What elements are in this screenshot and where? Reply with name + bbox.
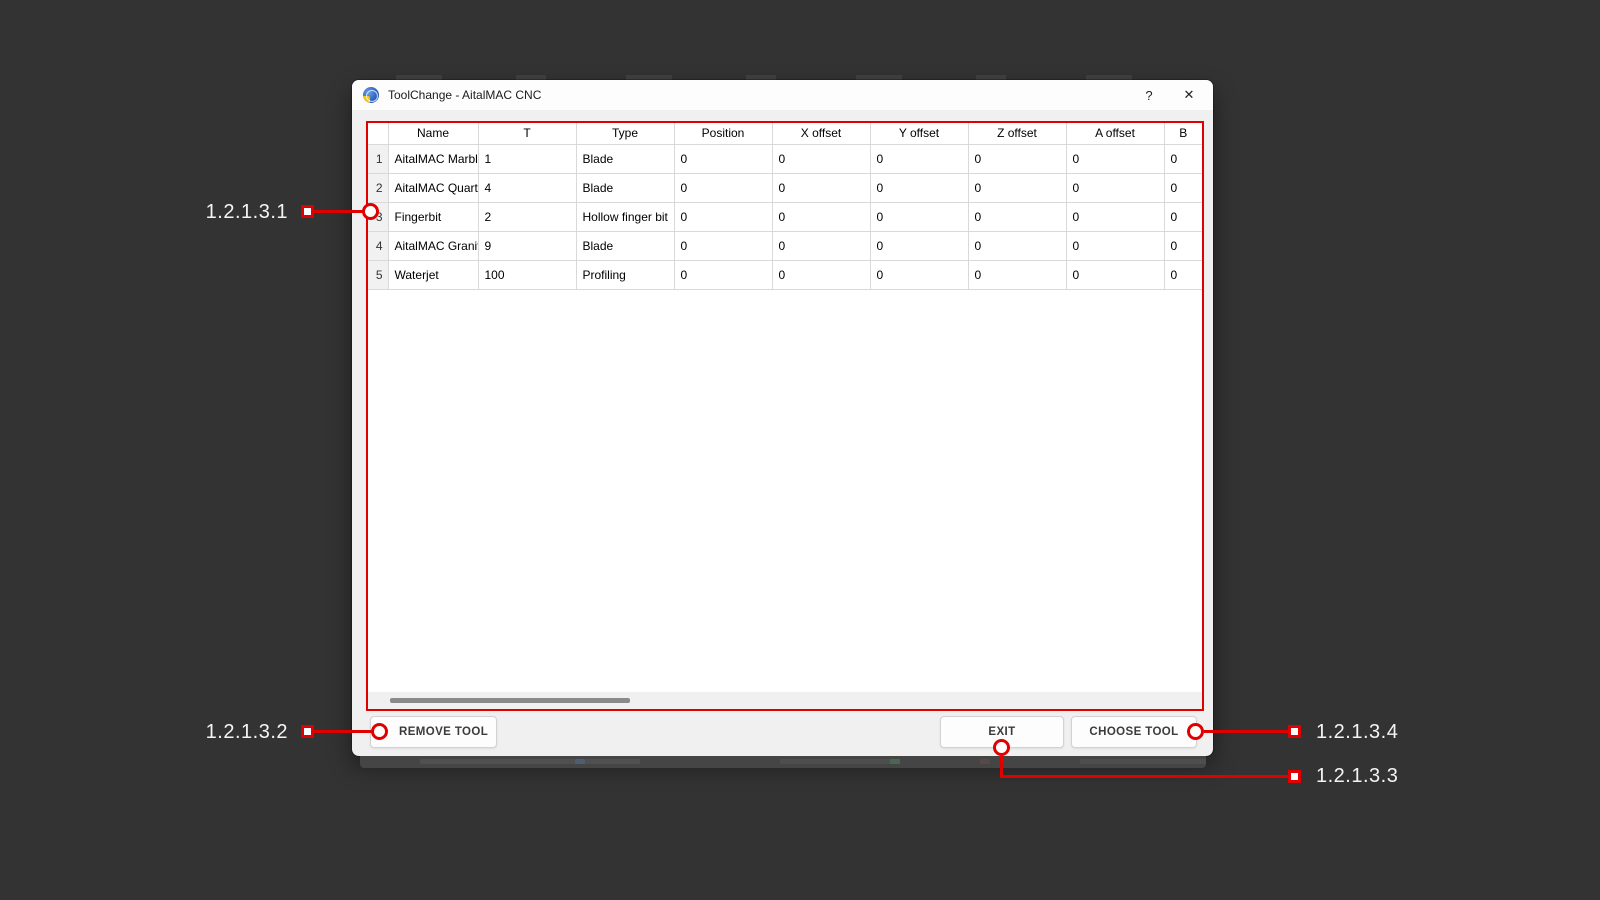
cell-b-offset: 0 [1164, 202, 1202, 232]
cell-position: 0 [674, 173, 773, 203]
cell-x-offset: 0 [772, 231, 871, 261]
annotation-connector-line [1204, 730, 1288, 733]
cell-b-offset: 0 [1164, 173, 1202, 203]
annotation-label-choose-tool: 1.2.1.3.4 [1316, 721, 1399, 743]
cell-name: Fingerbit [388, 202, 479, 232]
cell-name: AitalMAC Marble [388, 144, 479, 174]
cell-b-offset: 0 [1164, 231, 1202, 261]
annotation-connector-line [314, 210, 365, 213]
annotation-circle-anchor [362, 203, 379, 220]
globe-app-icon [363, 87, 379, 103]
remove-tool-button[interactable]: REMOVE TOOL [370, 716, 497, 748]
tool-table-annotation-box: Name T Type Position X offset Y offset Z… [366, 121, 1204, 711]
table-row[interactable]: 2 AitalMAC Quartz 4 Blade 0 0 0 0 0 0 [368, 173, 1202, 203]
cell-type: Blade [576, 231, 675, 261]
annotation-label-remove-tool: 1.2.1.3.2 [205, 721, 288, 743]
cell-type: Profiling [576, 260, 675, 290]
row-number: 5 [368, 260, 389, 290]
row-number: 1 [368, 144, 389, 174]
annotation-square-marker [1288, 770, 1301, 783]
row-number: 4 [368, 231, 389, 261]
table-row[interactable]: 4 AitalMAC Granite 9 Blade 0 0 0 0 0 0 [368, 231, 1202, 261]
cell-t: 9 [478, 231, 577, 261]
cell-a-offset: 0 [1066, 144, 1165, 174]
column-header-y-offset: Y offset [870, 123, 969, 145]
cell-x-offset: 0 [772, 260, 871, 290]
toolchange-dialog: ToolChange - AitalMAC CNC ? ✕ Name T Typ… [352, 80, 1213, 756]
annotation-label-exit: 1.2.1.3.3 [1316, 765, 1399, 787]
cell-a-offset: 0 [1066, 202, 1165, 232]
cell-name: Waterjet [388, 260, 479, 290]
cell-y-offset: 0 [870, 231, 969, 261]
cell-a-offset: 0 [1066, 173, 1165, 203]
header-corner-cell [368, 123, 389, 145]
cell-a-offset: 0 [1066, 231, 1165, 261]
cell-t: 2 [478, 202, 577, 232]
cell-type: Blade [576, 144, 675, 174]
cell-position: 0 [674, 260, 773, 290]
cell-t: 1 [478, 144, 577, 174]
help-button[interactable]: ? [1129, 80, 1169, 110]
titlebar: ToolChange - AitalMAC CNC ? ✕ [352, 80, 1213, 110]
cell-x-offset: 0 [772, 173, 871, 203]
annotation-connector-line [1000, 756, 1003, 777]
cell-a-offset: 0 [1066, 260, 1165, 290]
annotation-square-marker [301, 725, 314, 738]
annotation-label-table: 1.2.1.3.1 [205, 201, 288, 223]
table-row[interactable]: 1 AitalMAC Marble 1 Blade 0 0 0 0 0 0 [368, 144, 1202, 174]
cell-type: Hollow finger bit [576, 202, 675, 232]
cell-position: 0 [674, 202, 773, 232]
tool-table: Name T Type Position X offset Y offset Z… [368, 123, 1202, 290]
annotation-circle-anchor [371, 723, 388, 740]
close-button[interactable]: ✕ [1169, 80, 1209, 110]
cell-y-offset: 0 [870, 144, 969, 174]
annotation-connector-line [314, 730, 380, 733]
cell-z-offset: 0 [968, 260, 1067, 290]
cell-z-offset: 0 [968, 202, 1067, 232]
column-header-x-offset: X offset [772, 123, 871, 145]
column-header-position: Position [674, 123, 773, 145]
cell-t: 100 [478, 260, 577, 290]
annotation-connector-line [1000, 775, 1288, 778]
cell-name: AitalMAC Granite [388, 231, 479, 261]
window-title: ToolChange - AitalMAC CNC [388, 88, 542, 102]
titlebar-buttons: ? ✕ [1129, 80, 1213, 110]
cell-b-offset: 0 [1164, 260, 1202, 290]
column-header-t: T [478, 123, 577, 145]
cell-z-offset: 0 [968, 231, 1067, 261]
annotation-square-marker [301, 205, 314, 218]
horizontal-scrollbar[interactable] [368, 692, 1202, 709]
column-header-name: Name [388, 123, 479, 145]
background-window-remnant-top [396, 75, 1166, 80]
annotation-square-marker [1288, 725, 1301, 738]
column-header-a-offset: A offset [1066, 123, 1165, 145]
horizontal-scrollbar-thumb[interactable] [390, 698, 630, 703]
table-row[interactable]: 5 Waterjet 100 Profiling 0 0 0 0 0 0 [368, 260, 1202, 290]
cell-y-offset: 0 [870, 202, 969, 232]
column-header-z-offset: Z offset [968, 123, 1067, 145]
cell-type: Blade [576, 173, 675, 203]
table-header-row: Name T Type Position X offset Y offset Z… [368, 123, 1202, 145]
annotation-circle-anchor [1187, 723, 1204, 740]
cell-name: AitalMAC Quartz [388, 173, 479, 203]
row-number: 2 [368, 173, 389, 203]
annotation-circle-anchor [993, 739, 1010, 756]
cell-z-offset: 0 [968, 144, 1067, 174]
cell-position: 0 [674, 231, 773, 261]
cell-y-offset: 0 [870, 173, 969, 203]
cell-t: 4 [478, 173, 577, 203]
cell-b-offset: 0 [1164, 144, 1202, 174]
column-header-b-offset: B [1164, 123, 1202, 145]
choose-tool-button[interactable]: CHOOSE TOOL [1071, 716, 1197, 748]
background-window-remnant-bottom [360, 756, 1206, 768]
cell-z-offset: 0 [968, 173, 1067, 203]
cell-y-offset: 0 [870, 260, 969, 290]
table-row[interactable]: 3 Fingerbit 2 Hollow finger bit 0 0 0 0 … [368, 202, 1202, 232]
cell-position: 0 [674, 144, 773, 174]
cell-x-offset: 0 [772, 202, 871, 232]
column-header-type: Type [576, 123, 675, 145]
cell-x-offset: 0 [772, 144, 871, 174]
